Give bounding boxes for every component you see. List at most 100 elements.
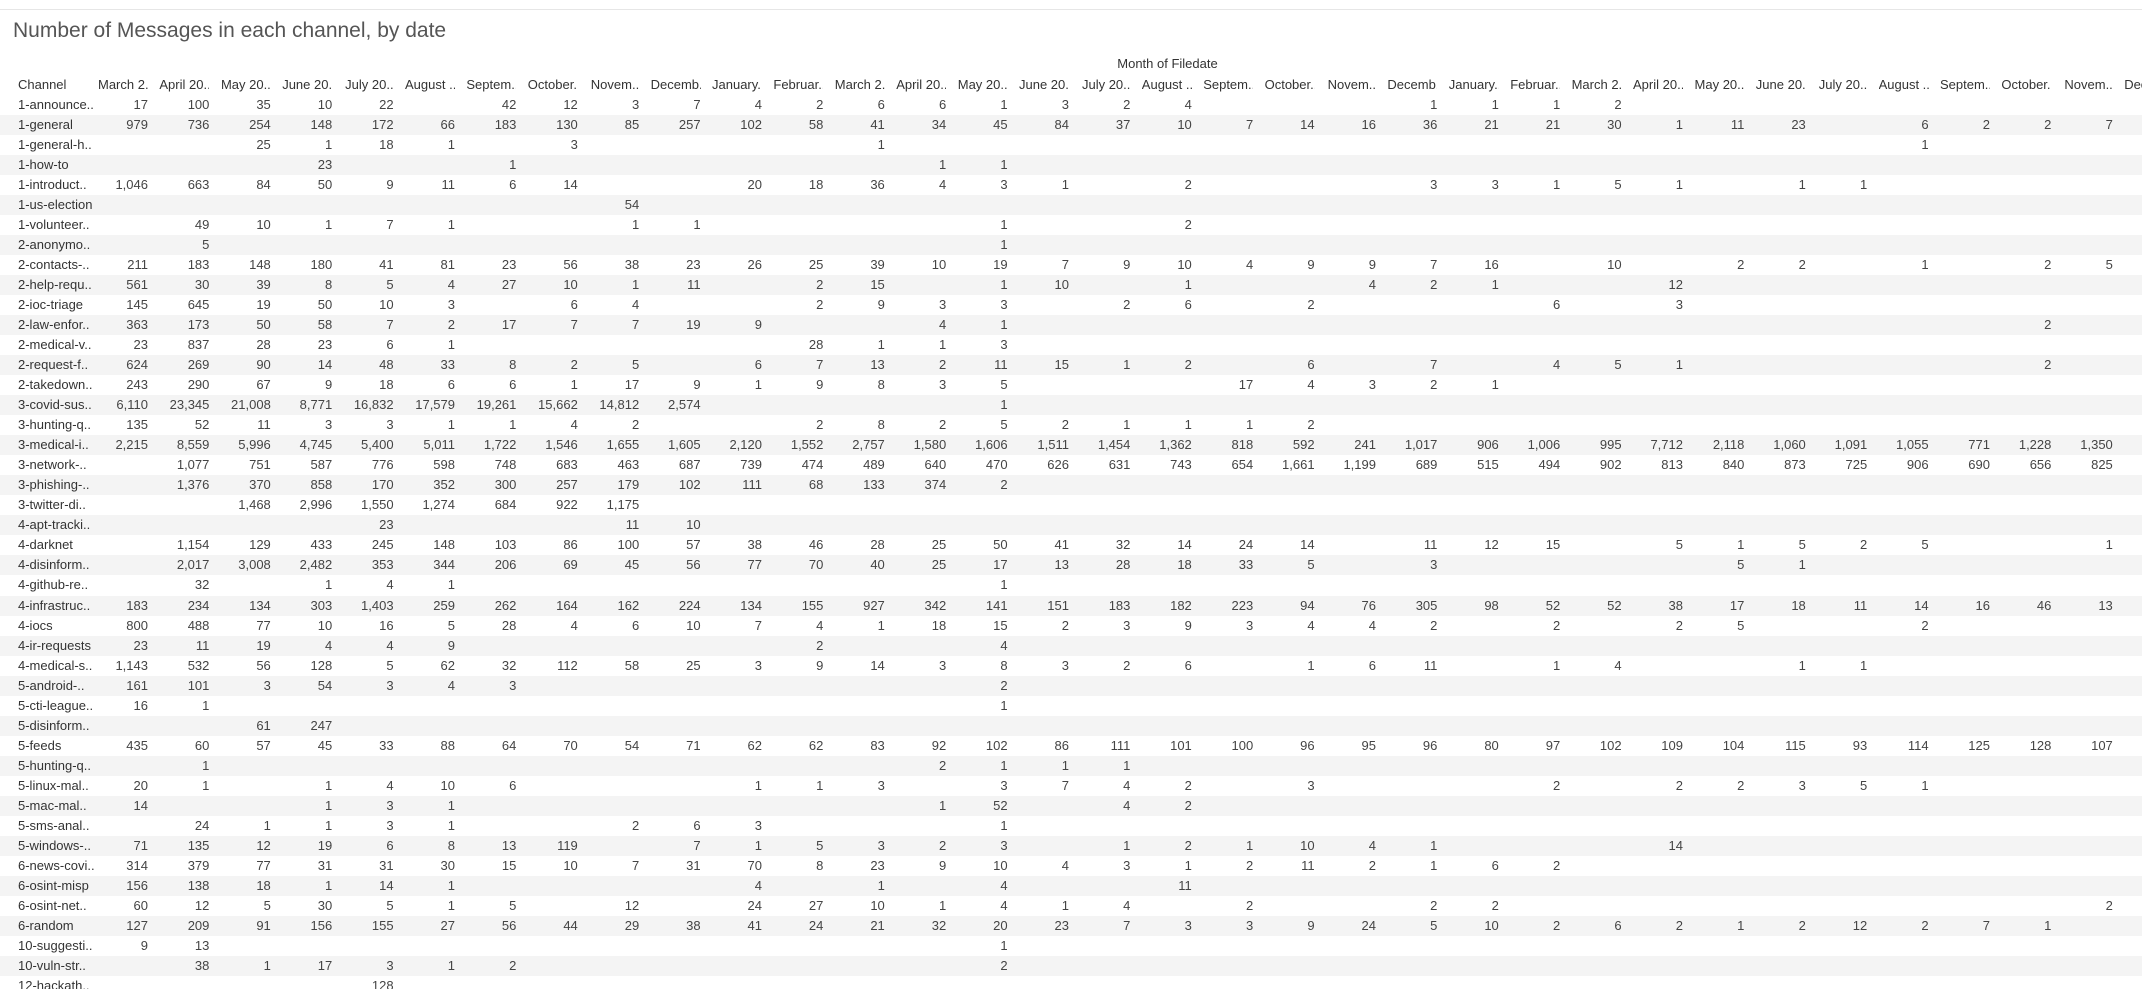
table-cell: 2 (1061, 617, 1069, 633)
table-cell: 8 (877, 417, 885, 433)
table-cell: 7 (1245, 117, 1254, 133)
row-label: 2-request-f.. (18, 357, 89, 373)
table-cell: 5 (1921, 537, 1929, 553)
table-row: 3-medical-i.. 2,215 8,559 5,996 4,745 5,400 5,… (0, 435, 2142, 456)
table-cell: 1 (1061, 897, 1069, 913)
table-cell: 81 (440, 257, 455, 273)
table-cell: 30 (317, 897, 333, 913)
table-cell: 80 (1484, 737, 1499, 753)
table-cell: 1 (324, 137, 333, 153)
table-cell: 24 (808, 917, 824, 933)
table-cell: 16 (379, 617, 394, 633)
table-cell: 18 (1177, 557, 1192, 573)
table-cell: 13 (870, 357, 885, 373)
table-cell: 800 (126, 617, 148, 633)
table-cell: 7 (386, 217, 394, 233)
table-cell: 3 (1491, 177, 1499, 193)
table-cell: 245 (371, 537, 394, 553)
table-cell: 183 (126, 597, 148, 613)
table-cell: 1,274 (422, 497, 455, 513)
table-cell: 27 (808, 897, 824, 913)
table-cell: 164 (556, 597, 578, 613)
table-cell: 1 (877, 337, 885, 353)
table-cell: 104 (1722, 737, 1745, 753)
table-cell: 1 (754, 377, 762, 393)
table-cell: 15 (993, 617, 1008, 633)
table-cell: 3 (386, 677, 394, 693)
table-cell: 23 (501, 257, 517, 273)
table-cell: 4 (386, 777, 394, 793)
table-cell: 9 (938, 857, 947, 873)
table-cell: 5 (1798, 537, 1806, 553)
table-cell: 1 (447, 817, 455, 833)
column-header: Septem.. (1203, 77, 1254, 92)
table-cell: 134 (740, 597, 762, 613)
table-cell: 1 (324, 577, 333, 593)
table-cell: 45 (993, 117, 1008, 133)
table-cell: 645 (187, 297, 210, 313)
table-cell: 906 (1906, 457, 1929, 473)
table-cell: 11 (1730, 117, 1745, 133)
table-row: 1-announce.. 17 100 35 10 22 42 12 3 7 4 2 6 6 1 3 2 4 1 1 1… (0, 95, 2142, 115)
table-cell: 2 (1675, 777, 1683, 793)
table-cell: 3 (386, 417, 394, 433)
table-cell: 1,362 (1159, 437, 1192, 453)
table-cell: 656 (2029, 457, 2052, 473)
table-cell: 1,580 (913, 437, 947, 453)
table-cell: 3 (386, 817, 394, 833)
table-cell: 1 (1307, 657, 1315, 673)
table-cell: 1 (1000, 697, 1008, 713)
table-cell: 5 (263, 897, 271, 913)
table-cell: 70 (563, 737, 578, 753)
table-row: 1-us-election 54 (0, 195, 2142, 216)
table-cell: 10 (256, 217, 271, 233)
table-row: 5-linux-mal.. 20 1 1 4 10 6 1 1 3 3 7 4 2 3 2 2 2 3 5 1 (0, 776, 2142, 796)
table-cell: 1 (1552, 177, 1561, 193)
table-cell: 2,574 (668, 397, 701, 413)
table-cell: 4 (1368, 277, 1376, 293)
table-cell: 254 (249, 117, 271, 133)
table-cell: 183 (1108, 597, 1131, 613)
table-cell: 20 (993, 917, 1008, 933)
table-cell: 3 (1368, 377, 1376, 393)
table-cell: 7 (386, 317, 394, 333)
table-cell: 129 (249, 537, 271, 553)
table-cell: 31 (379, 857, 394, 873)
table-cell: 211 (127, 257, 148, 273)
table-cell: 743 (1170, 457, 1192, 473)
table-cell: 33 (379, 737, 394, 753)
table-cell: 1 (1000, 817, 1008, 833)
table-cell: 1 (1123, 757, 1131, 773)
table-cell: 1 (1491, 97, 1499, 112)
table-cell: 689 (1415, 457, 1438, 473)
table-cell: 16,832 (353, 397, 394, 413)
table-cell: 379 (187, 857, 210, 873)
table-cell: 1 (877, 617, 885, 633)
table-cell: 36 (1422, 117, 1438, 133)
table-cell: 10 (931, 257, 947, 273)
column-header: July 20.. (345, 77, 394, 92)
table-cell: 4 (1123, 897, 1131, 913)
table-cell: 6,110 (116, 397, 148, 413)
column-header: June 20.. (1755, 77, 1806, 92)
row-label: 4-ir-requests (18, 637, 91, 653)
table-cell: 115 (1785, 737, 1806, 753)
table-cell: 54 (317, 677, 333, 693)
table-cell: 5 (386, 657, 394, 673)
table-cell: 7 (1061, 777, 1069, 793)
table-cell: 57 (256, 737, 271, 753)
table-cell: 9 (386, 177, 394, 193)
table-cell: 135 (126, 417, 148, 433)
table-cell: 22 (379, 97, 394, 112)
table-cell: 16 (133, 697, 148, 713)
table-cell: 771 (1968, 437, 1990, 453)
row-label: 4-github-re.. (18, 577, 89, 593)
table-cell: 9 (1307, 257, 1315, 273)
table-cell: 2 (1798, 257, 1806, 273)
table-cell: 6 (631, 617, 640, 633)
table-cell: 7 (631, 317, 640, 333)
table-cell: 2 (1921, 917, 1929, 933)
table-cell: 19 (256, 297, 271, 313)
column-header: Februar.. (1510, 77, 1561, 92)
table-cell: 46 (2036, 597, 2052, 613)
